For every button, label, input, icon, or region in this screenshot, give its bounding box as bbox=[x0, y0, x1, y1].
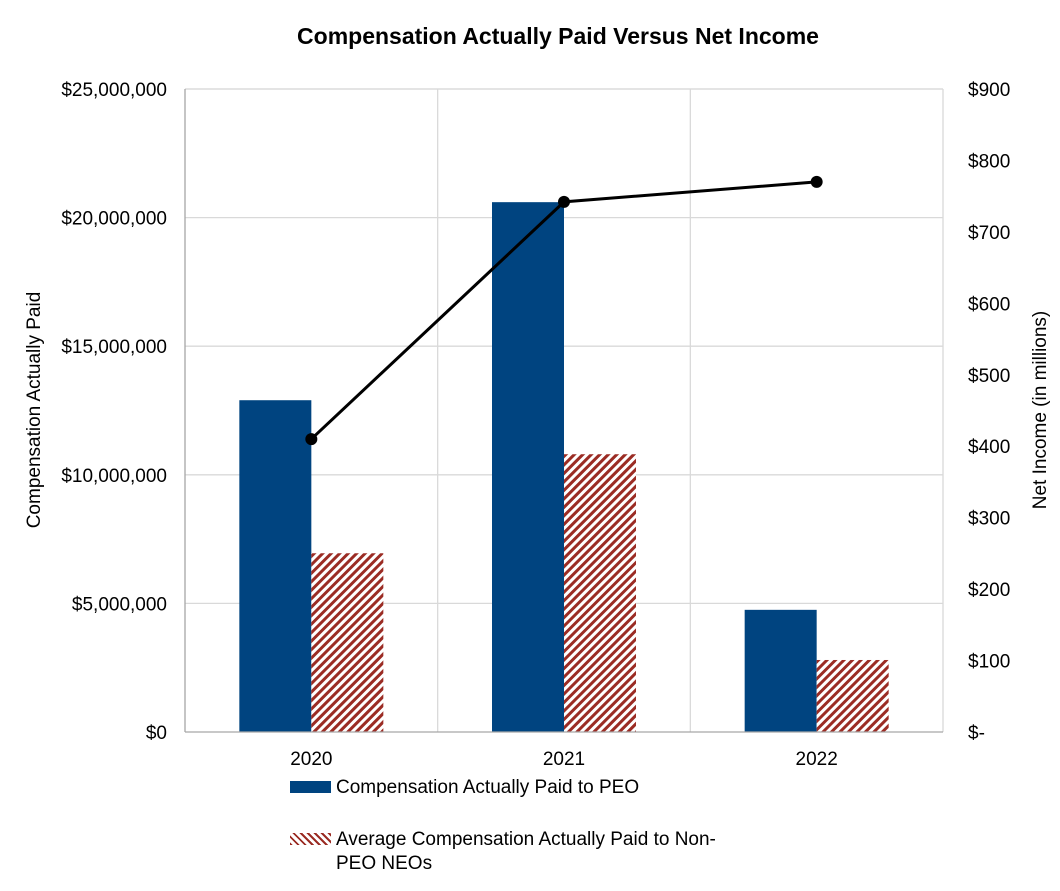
y-axis-label: Compensation Actually Paid bbox=[24, 292, 45, 529]
y2-tick-label: $400 bbox=[968, 437, 1010, 458]
net-income-point bbox=[558, 195, 570, 208]
y-tick-label: $0 bbox=[146, 723, 167, 744]
legend-swatch-peo bbox=[290, 781, 331, 793]
y-tick-label: $15,000,000 bbox=[61, 337, 167, 358]
chart-title: Compensation Actually Paid Versus Net In… bbox=[297, 23, 819, 49]
y2-tick-label: $900 bbox=[968, 80, 1010, 101]
bar-peo bbox=[239, 400, 312, 732]
legend-label-neo: Average Compensation Actually Paid to No… bbox=[336, 828, 766, 876]
gridlines bbox=[185, 88, 944, 732]
bar-neo bbox=[816, 659, 889, 732]
axes: $0 $5,000,000 $10,000,000 $15,000,000 $20,00… bbox=[61, 80, 1010, 770]
bar-neo bbox=[311, 553, 384, 732]
y-tick-label: $5,000,000 bbox=[72, 594, 167, 615]
x-tick-label: 2022 bbox=[796, 749, 838, 770]
x-tick-label: 2021 bbox=[543, 749, 585, 770]
y-tick-label: $20,000,000 bbox=[61, 209, 167, 230]
y2-tick-label: $800 bbox=[968, 151, 1010, 172]
y2-tick-label: $600 bbox=[968, 294, 1010, 315]
bars bbox=[239, 202, 889, 733]
bar-neo bbox=[564, 454, 636, 732]
y2-tick-label: $- bbox=[968, 723, 985, 744]
legend-label-neo-line2: PEO NEOs bbox=[336, 853, 433, 874]
y2-axis-label: Net Income (in millions) bbox=[1030, 311, 1051, 510]
y-tick-label: $25,000,000 bbox=[61, 80, 167, 101]
net-income-point bbox=[810, 175, 823, 188]
y2-tick-label: $100 bbox=[968, 652, 1010, 673]
net-income-line bbox=[305, 175, 823, 446]
y-tick-label: $10,000,000 bbox=[61, 466, 167, 487]
x-tick-label: 2020 bbox=[290, 749, 332, 770]
legend: Compensation Actually Paid to PEO Averag… bbox=[290, 776, 810, 874]
legend-swatch-neo bbox=[290, 833, 331, 845]
y2-tick-label: $700 bbox=[968, 223, 1010, 244]
net-income-point bbox=[305, 433, 318, 446]
legend-item-peo: Compensation Actually Paid to PEO bbox=[290, 776, 810, 806]
bar-peo bbox=[744, 609, 817, 732]
y2-tick-label: $300 bbox=[968, 509, 1010, 530]
bar-peo bbox=[492, 202, 564, 733]
y2-tick-label: $500 bbox=[968, 366, 1010, 387]
legend-label-neo-line1: Average Compensation Actually Paid to No… bbox=[336, 829, 716, 850]
legend-label-peo: Compensation Actually Paid to PEO bbox=[336, 777, 640, 798]
y2-tick-label: $200 bbox=[968, 580, 1010, 601]
